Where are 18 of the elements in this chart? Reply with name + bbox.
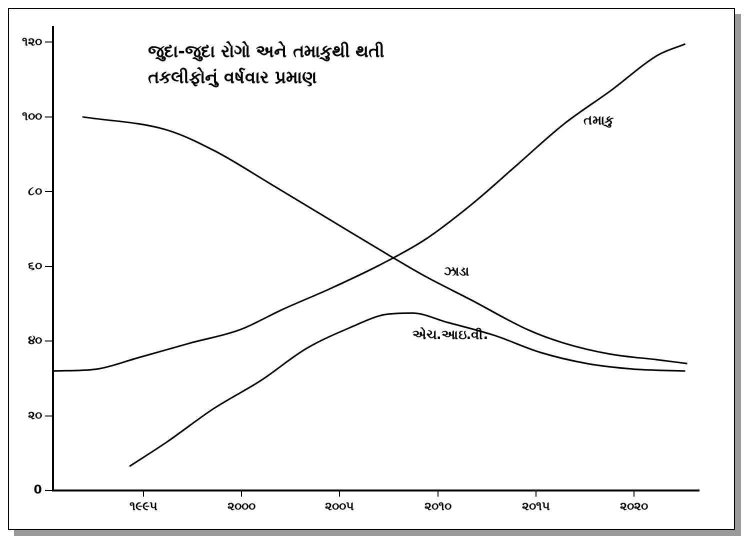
series-label: તમાકુ: [584, 113, 615, 128]
x-tick-label: ૨૦૧૦: [424, 498, 452, 513]
x-tick-label: ૧૯૯૫: [129, 498, 158, 513]
x-tick-label: ૨૦૧૫: [522, 498, 550, 513]
line-series: [128, 312, 686, 468]
y-tick-label: ૧૦૦: [22, 109, 42, 124]
x-tick-label: ૨૦૦૫: [325, 498, 354, 513]
x-tick-label: ૨૦૨૦: [620, 498, 648, 513]
y-tick-label: 0: [34, 482, 42, 497]
text: જુદા-જુદા રોગો અને તમાકુથી થતી તકલીફોનું વર્ષવાર પ્રમાણ: [148, 40, 385, 88]
y-tick-label: ૪૦: [28, 333, 42, 348]
series-label: ઝાડા: [444, 264, 470, 280]
y-tick-label: ૮૦: [28, 184, 42, 198]
y-tick-label: ૨૦: [28, 408, 42, 422]
y-tick-label: ૧૨૦: [22, 34, 42, 48]
series-label: એચ.આઇ.વી.: [412, 326, 488, 344]
x-tick-label: ૨૦૦૦: [228, 498, 256, 513]
y-tick-label: ૬૦: [28, 258, 42, 272]
